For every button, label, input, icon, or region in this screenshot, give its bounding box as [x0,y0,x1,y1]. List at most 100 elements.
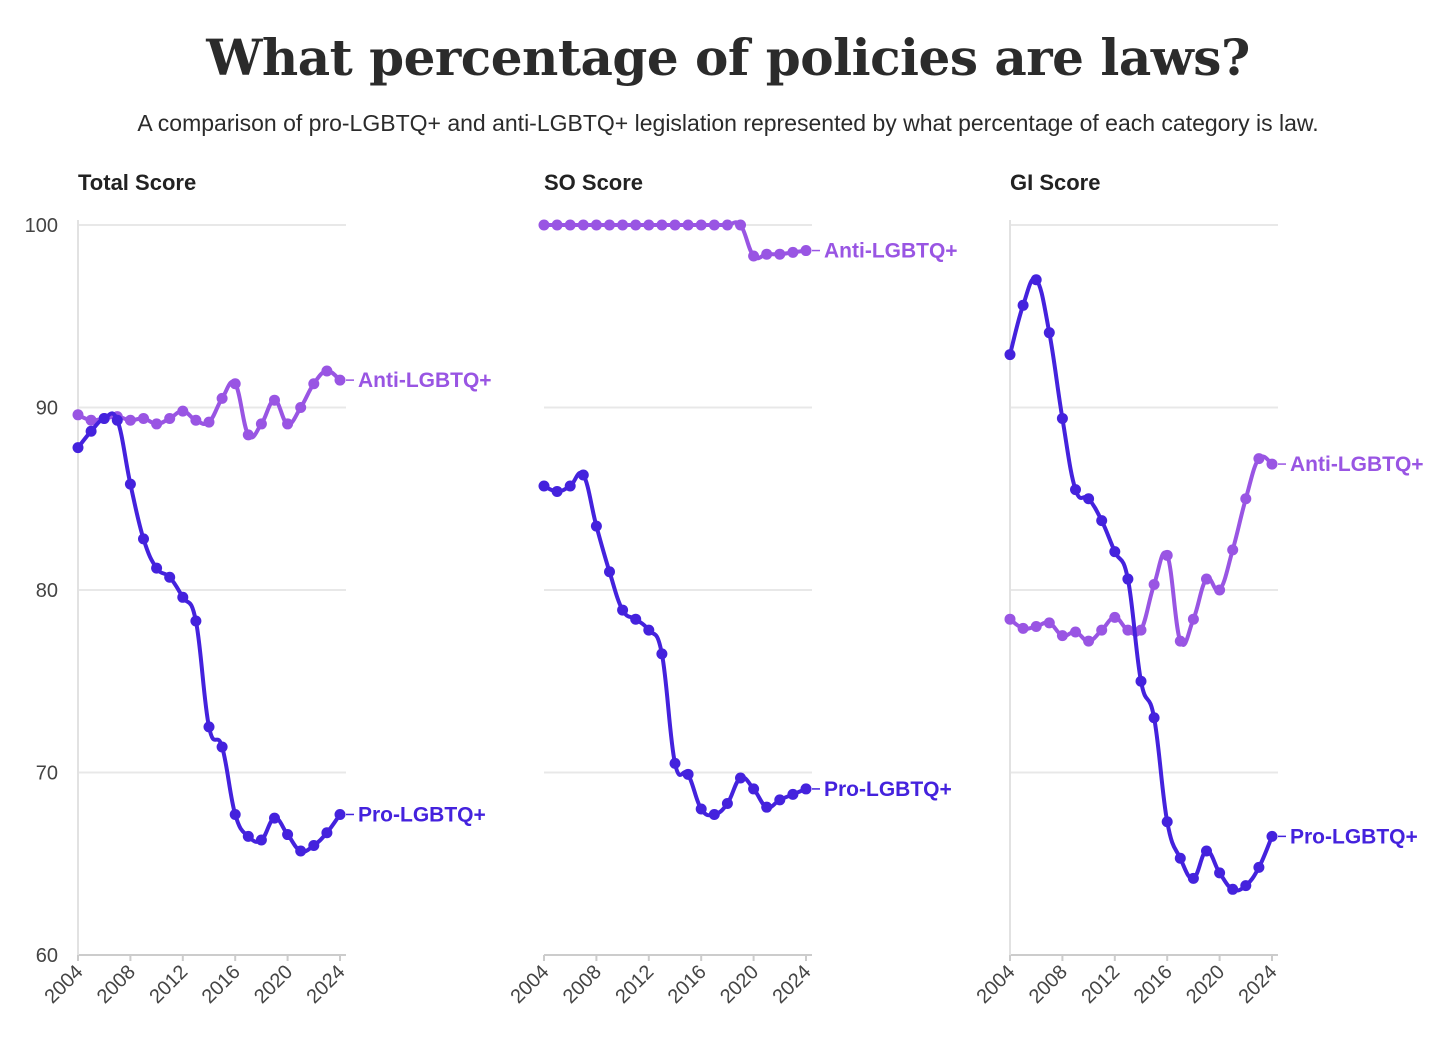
data-point-pro [190,615,202,627]
data-point-pro [308,840,320,851]
data-point-pro [1004,349,1016,361]
data-point-pro [1266,830,1278,842]
data-point-pro [1174,852,1186,864]
data-point-pro [1253,861,1265,873]
data-point-anti [1056,630,1068,642]
series-line-pro [1008,276,1274,893]
data-point-pro [800,783,812,795]
data-point-pro [748,783,760,795]
y-tick-label: 80 [36,580,58,602]
data-point-anti [1161,549,1173,561]
data-point-anti [800,245,812,257]
data-point-anti [735,219,746,231]
x-tick-label: 2020 [1182,961,1229,1008]
data-point-anti [308,378,320,390]
data-point-pro [708,808,720,820]
data-point-anti [604,219,615,231]
data-point-anti [1083,635,1095,647]
chart-title: What percentage of policies are laws? [206,28,1250,87]
data-point-pro [577,469,589,481]
series-label-anti: Anti-LGBTQ+ [824,240,958,263]
data-point-anti [295,402,307,413]
data-point-pro [682,768,694,780]
data-point-anti [255,418,267,430]
data-point-anti [787,246,799,258]
panel-so-score: SO Score 2004 2008 2012 2016 2020 2024 Anti-LGB… [507,170,958,1008]
x-tick-label: 2008 [1025,961,1072,1008]
data-point-anti [242,429,254,441]
data-point-anti [761,248,773,260]
data-point-pro [295,845,307,857]
data-point-anti [748,250,760,262]
data-point-anti [1109,611,1121,623]
data-point-anti [682,219,694,231]
data-point-anti [708,219,720,231]
x-tick-label: 2024 [769,961,816,1008]
x-tick-label: 2020 [716,961,763,1008]
data-point-pro [1056,412,1068,424]
data-point-anti [151,418,163,430]
data-point-pro [1187,872,1199,884]
data-point-anti [1240,493,1252,505]
data-point-pro [138,533,149,545]
data-point-anti [669,219,681,231]
data-point-anti [1148,579,1160,591]
data-point-pro [85,425,97,437]
data-point-anti [1174,635,1186,647]
y-tick-label: 90 [36,398,58,420]
data-point-pro [1214,867,1226,879]
data-point-pro [735,772,746,784]
data-point-pro [229,808,241,820]
data-point-anti [1122,624,1134,636]
data-point-anti [1030,621,1042,632]
x-tick-label: 2016 [1130,961,1177,1008]
data-point-pro [669,757,681,769]
data-point-pro [334,808,346,820]
data-point-pro [1109,546,1121,558]
data-point-anti [564,219,576,231]
data-point-anti [590,219,602,231]
data-point-anti [282,418,294,430]
data-point-pro [787,788,799,800]
panel-title: SO Score [544,170,643,195]
data-point-anti [321,365,333,377]
data-point-anti [695,219,707,231]
y-tick-label: 60 [36,945,58,967]
data-point-pro [72,442,84,454]
data-point-pro [98,412,110,424]
data-point-anti [538,219,550,231]
data-point-anti [1070,626,1081,638]
x-tick-label: 2004 [973,961,1020,1008]
data-point-anti [334,374,346,386]
x-tick-label: 2016 [664,961,711,1008]
data-point-pro [269,812,280,824]
series-label-pro: Pro-LGBTQ+ [358,803,486,826]
y-tick-label: 70 [36,763,58,785]
data-point-anti [190,414,202,426]
data-point-pro [177,591,189,603]
data-point-pro [282,829,294,841]
data-point-pro [1096,515,1108,527]
data-point-pro [124,478,136,490]
data-point-pro [1227,883,1239,895]
data-point-pro [590,520,602,532]
data-point-anti [164,412,176,424]
data-point-pro [695,803,707,815]
data-point-anti [1004,613,1016,625]
data-point-pro [656,648,668,660]
data-point-pro [111,414,123,426]
data-point-pro [1030,274,1042,286]
data-point-anti [1253,453,1265,465]
data-point-anti [269,394,280,406]
data-point-anti [1266,458,1278,470]
data-point-anti [1187,613,1199,625]
x-tick-label: 2008 [559,961,606,1008]
panel-title: Total Score [78,170,196,195]
data-point-pro [1148,712,1160,724]
data-point-anti [1227,544,1239,556]
data-point-pro [242,830,254,842]
data-point-anti [656,219,668,231]
series-line-pro [76,411,342,854]
data-point-pro [216,741,228,753]
